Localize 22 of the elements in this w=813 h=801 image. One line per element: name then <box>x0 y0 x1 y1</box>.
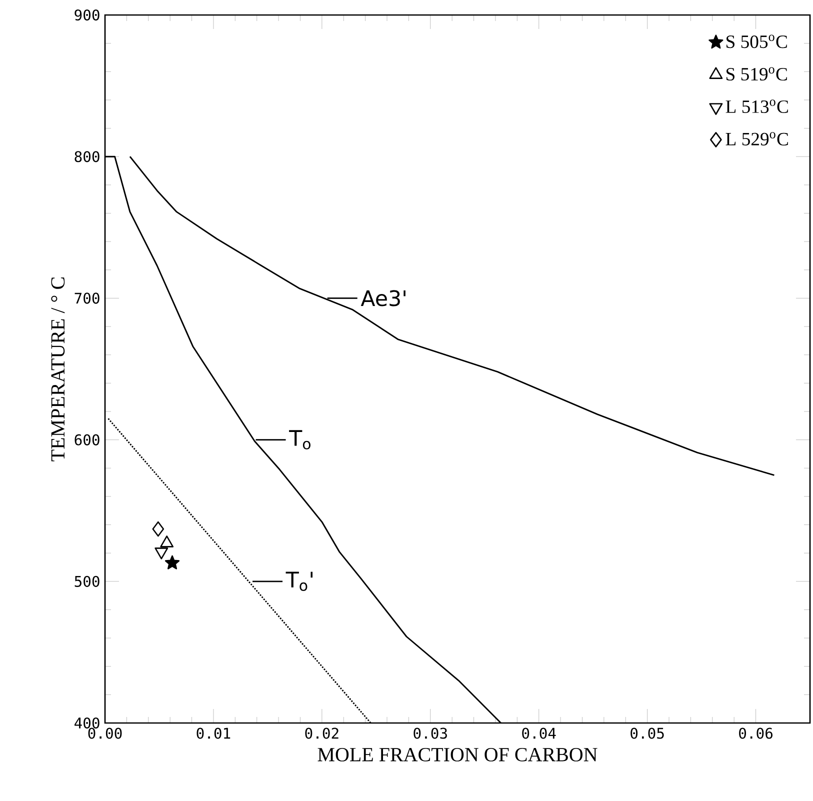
y-tick-label: 600 <box>74 434 100 446</box>
x-tick-label: 0.03 <box>414 728 447 739</box>
x-tick-label: 0.02 <box>305 728 338 739</box>
legend-label: S 519$^{o}$C <box>726 67 787 81</box>
x-tick-label: 0.01 <box>196 728 230 739</box>
annotation: T$_{o}$' <box>286 572 313 592</box>
x-tick-label: 0.05 <box>630 728 664 739</box>
legend-label: L 529$^{o}$C <box>726 132 788 146</box>
y-tick-label: 800 <box>74 151 100 162</box>
y-tick-label: 700 <box>74 292 100 304</box>
y-tick-label: 400 <box>74 717 100 729</box>
x-tick-label: 0.04 <box>522 728 556 739</box>
x-tick-label: 0.06 <box>739 728 772 739</box>
annotation: Ae3' <box>360 290 406 306</box>
annotation: T$_{o}$ <box>289 430 310 450</box>
y-tick-label: 500 <box>74 576 100 587</box>
legend-label: L 513$^{o}$C <box>726 100 788 113</box>
y-axis-title: TEMPERATURE / ° C <box>51 277 65 462</box>
legend-label: S 505$^{o}$C <box>726 34 787 48</box>
x-axis-title: MOLE FRACTION OF CARBON <box>318 748 598 762</box>
x-tick-label: 0.00 <box>88 728 122 739</box>
y-tick-label: 900 <box>74 9 100 21</box>
